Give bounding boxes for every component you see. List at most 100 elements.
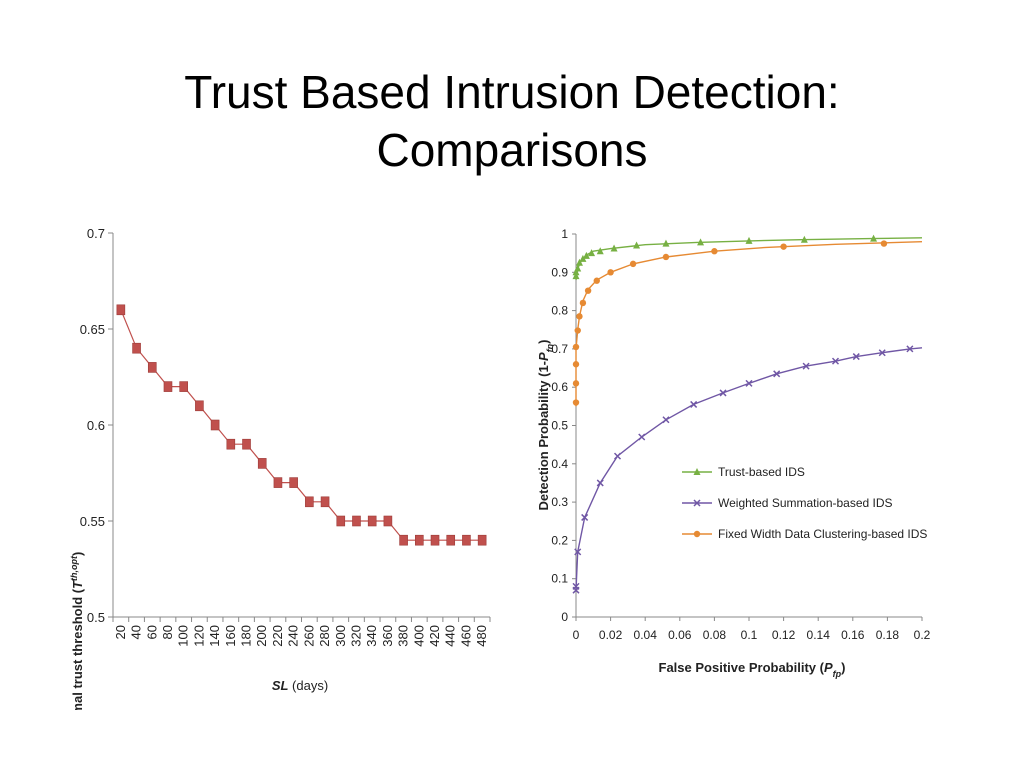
right-data-point	[662, 239, 670, 247]
left-data-point	[242, 438, 251, 450]
left-data-point	[320, 496, 330, 508]
right-data-point	[610, 244, 618, 252]
left-x-tick-label: 380	[396, 625, 411, 647]
right-data-point	[693, 530, 701, 538]
left-chart-x-ticks: 20 40 60 80 100 120 140 160 180 200 220 240 260 280 30…	[112, 617, 491, 647]
right-x-tick-label: 0.18	[876, 628, 900, 642]
right-series-line	[575, 237, 923, 281]
left-chart-y-axis-title: optimal trust threshold (Tth,opt)	[69, 552, 85, 710]
right-data-point	[613, 452, 622, 460]
right-y-tick-label: 0.3	[551, 495, 568, 509]
left-data-point	[383, 515, 393, 527]
legend-label: Weighted Summation-based IDS	[718, 496, 893, 510]
right-data-point	[575, 258, 583, 266]
right-data-point	[596, 479, 604, 487]
left-data-point	[116, 304, 126, 316]
left-chart-series	[116, 304, 487, 546]
left-data-point	[257, 458, 267, 469]
right-x-tick-label: 0.14	[807, 628, 831, 642]
left-x-tick-label: 480	[474, 625, 489, 647]
left-data-point	[446, 534, 456, 546]
left-x-tick-label: 160	[223, 625, 238, 647]
detection-probability-chart: 00.10.20.30.40.50.60.70.80.91 0 0.02 0.04 0…	[536, 227, 931, 679]
right-data-point	[572, 361, 580, 368]
left-data-point	[399, 534, 408, 546]
right-data-point	[593, 277, 600, 284]
right-data-point	[579, 254, 587, 262]
right-chart-legend: Trust-based IDS Weighted Summation-based …	[682, 465, 927, 541]
left-x-tick-label: 60	[144, 625, 159, 639]
right-x-tick-label: 0.02	[599, 628, 623, 642]
right-data-point	[574, 327, 581, 334]
right-data-point	[800, 235, 808, 243]
right-y-tick-label: 0.8	[551, 304, 568, 318]
right-data-point	[588, 249, 596, 257]
right-data-point	[906, 345, 914, 353]
right-data-point	[878, 349, 886, 357]
left-data-point	[462, 534, 471, 546]
left-data-point	[430, 534, 440, 546]
left-y-tick-label: 0.65	[80, 322, 105, 337]
right-data-point	[576, 313, 583, 320]
left-data-point	[163, 381, 173, 392]
right-data-point	[773, 370, 781, 378]
left-x-tick-label: 200	[254, 625, 269, 647]
right-data-point	[693, 468, 701, 475]
left-x-tick-label: 300	[333, 625, 348, 647]
right-x-tick-label: 0.2	[914, 628, 931, 642]
right-data-point	[572, 582, 580, 590]
right-y-tick-label: 0.9	[551, 265, 568, 279]
left-data-point	[415, 534, 424, 546]
trust-threshold-chart: 0.5 0.55 0.6 0.65 0.7 20 40 60 80 100 120 140 160 18…	[69, 226, 491, 710]
right-chart-y-axis-title: Detection Probability (1-Pfn)	[536, 339, 555, 510]
left-chart-axes	[112, 233, 490, 618]
right-data-point	[574, 548, 582, 556]
right-data-point	[596, 247, 604, 255]
left-x-tick-label: 460	[458, 625, 473, 647]
left-data-point	[226, 438, 236, 450]
left-y-tick-label: 0.7	[87, 226, 105, 241]
right-chart-x-axis-title: False Positive Probability (Pfp)	[659, 660, 846, 679]
right-data-point	[831, 357, 840, 365]
left-x-tick-label: 440	[443, 625, 458, 647]
left-x-tick-label: 80	[160, 625, 175, 639]
right-y-tick-label: 0.5	[551, 419, 568, 433]
right-y-tick-label: 1	[561, 227, 568, 241]
right-data-point	[584, 287, 592, 294]
right-data-point	[633, 241, 641, 249]
right-data-point	[697, 238, 705, 246]
right-data-point	[607, 269, 614, 276]
legend-label: Fixed Width Data Clustering-based IDS	[718, 527, 927, 541]
right-x-tick-label: 0.06	[668, 628, 692, 642]
right-x-tick-label: 0.08	[703, 628, 727, 642]
right-data-point	[745, 236, 753, 244]
right-x-tick-label: 0.12	[772, 628, 796, 642]
right-y-tick-label: 0.7	[551, 342, 568, 356]
right-data-point	[572, 399, 580, 406]
left-x-tick-label: 320	[348, 625, 363, 647]
left-data-point	[336, 515, 346, 527]
right-data-point	[582, 251, 590, 259]
right-data-point	[572, 268, 580, 276]
left-x-tick-label: 420	[427, 625, 442, 647]
left-data-point	[147, 362, 157, 373]
left-y-tick-label: 0.6	[87, 418, 105, 433]
right-y-tick-label: 0	[561, 610, 568, 624]
right-data-point	[629, 260, 637, 268]
left-x-tick-label: 400	[411, 625, 426, 647]
left-x-tick-label: 360	[380, 625, 395, 647]
right-y-tick-label: 0.6	[551, 380, 568, 394]
right-data-point	[852, 353, 860, 361]
right-data-point	[638, 433, 646, 441]
right-chart-y-ticks: 0 0.1 0.2 0.3 0.4 0.5 0.6 0.7 0.8 0.9 1	[551, 227, 576, 624]
right-data-point	[572, 380, 580, 387]
left-x-tick-label: 100	[176, 625, 191, 647]
left-data-point	[352, 515, 361, 527]
left-data-point	[273, 477, 283, 488]
right-data-point	[690, 400, 698, 408]
right-y-tick-label: 0.1	[551, 572, 568, 586]
left-data-point	[179, 381, 188, 392]
left-x-tick-label: 180	[239, 625, 254, 647]
left-x-tick-label: 280	[317, 625, 332, 647]
right-data-point	[745, 379, 753, 387]
